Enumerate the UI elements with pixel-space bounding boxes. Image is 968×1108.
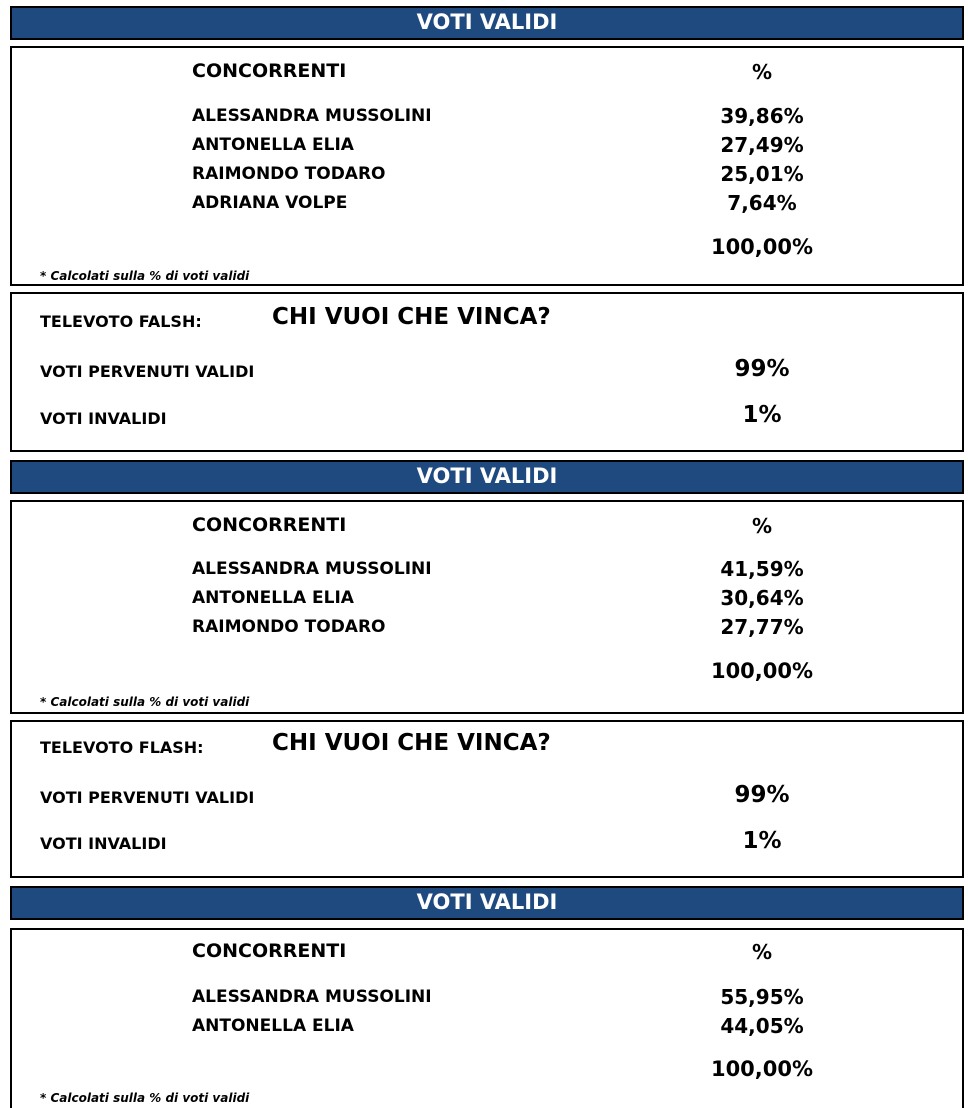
column-header-percent: % bbox=[751, 60, 773, 84]
contestant-percent: 30,64% bbox=[720, 586, 804, 610]
contestant-percent: 44,05% bbox=[720, 1014, 804, 1038]
contestant-percent: 39,86% bbox=[720, 104, 804, 128]
contestant-name: ALESSANDRA MUSSOLINI bbox=[192, 106, 432, 126]
contestant-percent: 27,49% bbox=[720, 133, 804, 157]
column-header-percent: % bbox=[751, 940, 773, 964]
televoto-question: CHI VUOI CHE VINCA? bbox=[272, 304, 551, 330]
contestant-name: ADRIANA VOLPE bbox=[192, 193, 348, 213]
televoto-label: TELEVOTO FALSH: bbox=[40, 312, 202, 331]
footnote: * Calcolati sulla % di voti validi bbox=[40, 1091, 250, 1105]
invalid-votes-percent: 1% bbox=[742, 828, 782, 854]
total-percent: 100,00% bbox=[710, 1057, 814, 1081]
footnote: * Calcolati sulla % di voti validi bbox=[40, 695, 250, 709]
contestant-name: ANTONELLA ELIA bbox=[192, 1016, 354, 1036]
valid-votes-label: VOTI PERVENUTI VALIDI bbox=[40, 362, 255, 381]
results-table: CONCORRENTI % ALESSANDRA MUSSOLINI 41,59… bbox=[10, 500, 964, 714]
section-header: VOTI VALIDI bbox=[10, 886, 964, 920]
contestant-name: ALESSANDRA MUSSOLINI bbox=[192, 987, 432, 1007]
footnote: * Calcolati sulla % di voti validi bbox=[40, 269, 250, 283]
contestant-name: RAIMONDO TODARO bbox=[192, 164, 386, 184]
results-table: CONCORRENTI % ALESSANDRA MUSSOLINI 39,86… bbox=[10, 46, 964, 286]
column-header-percent: % bbox=[751, 514, 773, 538]
contestant-name: ANTONELLA ELIA bbox=[192, 588, 354, 608]
valid-votes-label: VOTI PERVENUTI VALIDI bbox=[40, 788, 255, 807]
televoto-box: TELEVOTO FLASH: CHI VUOI CHE VINCA? VOTI… bbox=[10, 720, 964, 878]
total-percent: 100,00% bbox=[710, 659, 814, 683]
column-header-concorrenti: CONCORRENTI bbox=[192, 514, 347, 536]
contestant-percent: 25,01% bbox=[720, 162, 804, 186]
invalid-votes-percent: 1% bbox=[742, 402, 782, 428]
invalid-votes-label: VOTI INVALIDI bbox=[40, 409, 167, 428]
contestant-name: ANTONELLA ELIA bbox=[192, 135, 354, 155]
valid-votes-percent: 99% bbox=[734, 782, 790, 808]
contestant-name: ALESSANDRA MUSSOLINI bbox=[192, 559, 432, 579]
televoto-label: TELEVOTO FLASH: bbox=[40, 738, 204, 757]
contestant-percent: 7,64% bbox=[727, 191, 797, 215]
televoto-question: CHI VUOI CHE VINCA? bbox=[272, 730, 551, 756]
contestant-percent: 55,95% bbox=[720, 985, 804, 1009]
contestant-percent: 41,59% bbox=[720, 557, 804, 581]
column-header-concorrenti: CONCORRENTI bbox=[192, 60, 347, 82]
contestant-percent: 27,77% bbox=[720, 615, 804, 639]
televoto-box: TELEVOTO FALSH: CHI VUOI CHE VINCA? VOTI… bbox=[10, 292, 964, 452]
section-header: VOTI VALIDI bbox=[10, 6, 964, 40]
valid-votes-percent: 99% bbox=[734, 356, 790, 382]
invalid-votes-label: VOTI INVALIDI bbox=[40, 834, 167, 853]
contestant-name: RAIMONDO TODARO bbox=[192, 617, 386, 637]
total-percent: 100,00% bbox=[710, 235, 814, 259]
results-table: CONCORRENTI % ALESSANDRA MUSSOLINI 55,95… bbox=[10, 928, 964, 1108]
column-header-concorrenti: CONCORRENTI bbox=[192, 940, 347, 962]
section-header: VOTI VALIDI bbox=[10, 460, 964, 494]
